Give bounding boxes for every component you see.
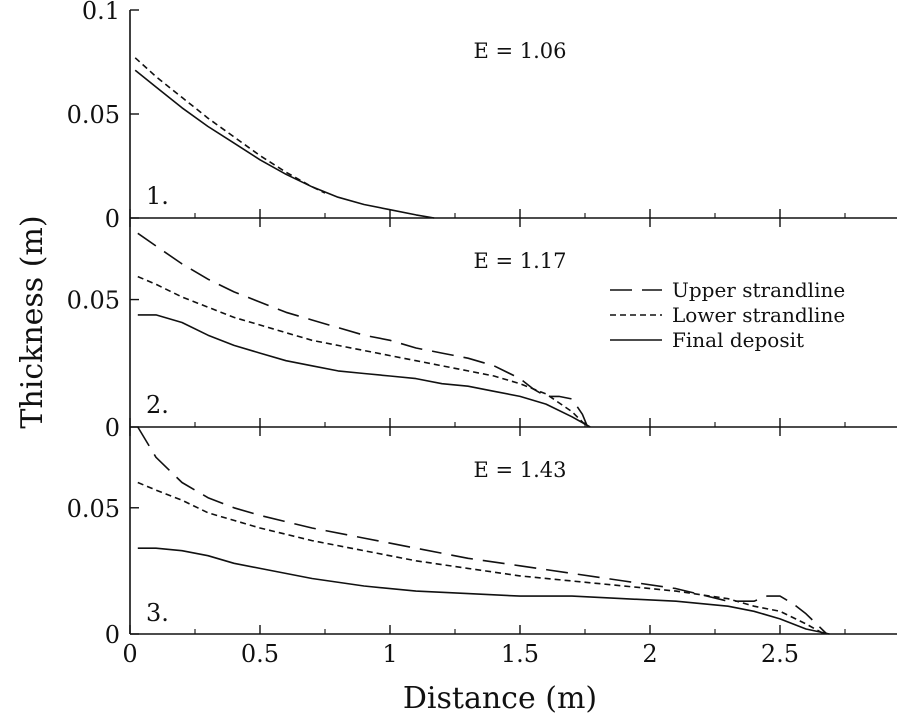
x-tick-label: 0 [122,640,137,668]
y-tick-label: 0.05 [67,495,120,523]
panel-1: 0 0.05 0.1 E = 1.06 1. [67,0,897,233]
x-tick-label: 1 [382,640,397,668]
series-line-lower-strandline [137,275,586,426]
legend-label: Upper strandline [672,278,845,302]
x-tick-label: 2 [642,640,657,668]
panel-annotation: E = 1.17 [473,249,566,273]
x-axis-title: Distance (m) [403,681,597,716]
series-line-upper-strandline [137,426,828,635]
panel-3: 0 0.05 E = 1.43 3. [67,426,897,649]
series-line-final-deposit [134,69,435,219]
panel-2: 0 0.05 E = 1.17 2. [67,218,897,442]
x-tick-label: 2.5 [761,640,799,668]
y-tick-label: 0 [105,414,120,442]
series-line-final-deposit [137,314,591,428]
legend-label: Lower strandline [672,303,845,327]
series-line-final-deposit [137,547,830,635]
y-tick-label: 0.1 [82,0,120,25]
series-line-lower-strandline [134,57,326,194]
panel-annotation: E = 1.06 [473,39,566,63]
y-tick-label: 0.05 [67,287,120,315]
panel-number: 3. [146,599,169,627]
y-tick-label: 0 [105,205,120,233]
y-tick-label: 0 [105,621,120,649]
panels-layer: 0 0.05 0.1 E = 1.06 1. 0 0.05 E = 1.17 2. 0 0.05 E … [67,0,897,668]
series-line-upper-strandline [137,232,589,428]
x-tick-label: 0.5 [241,640,279,668]
panel-annotation: E = 1.43 [473,458,566,482]
panel-number: 1. [146,182,169,210]
panel-number: 2. [146,391,169,419]
y-tick-label: 0.05 [67,101,120,129]
x-tick-labels: 0 0.5 1 1.5 2 2.5 [122,640,799,668]
series-line-lower-strandline [137,481,825,635]
y-axis-title: Thickness (m) [15,215,50,428]
legend-label: Final deposit [672,328,804,352]
x-tick-label: 1.5 [501,640,539,668]
